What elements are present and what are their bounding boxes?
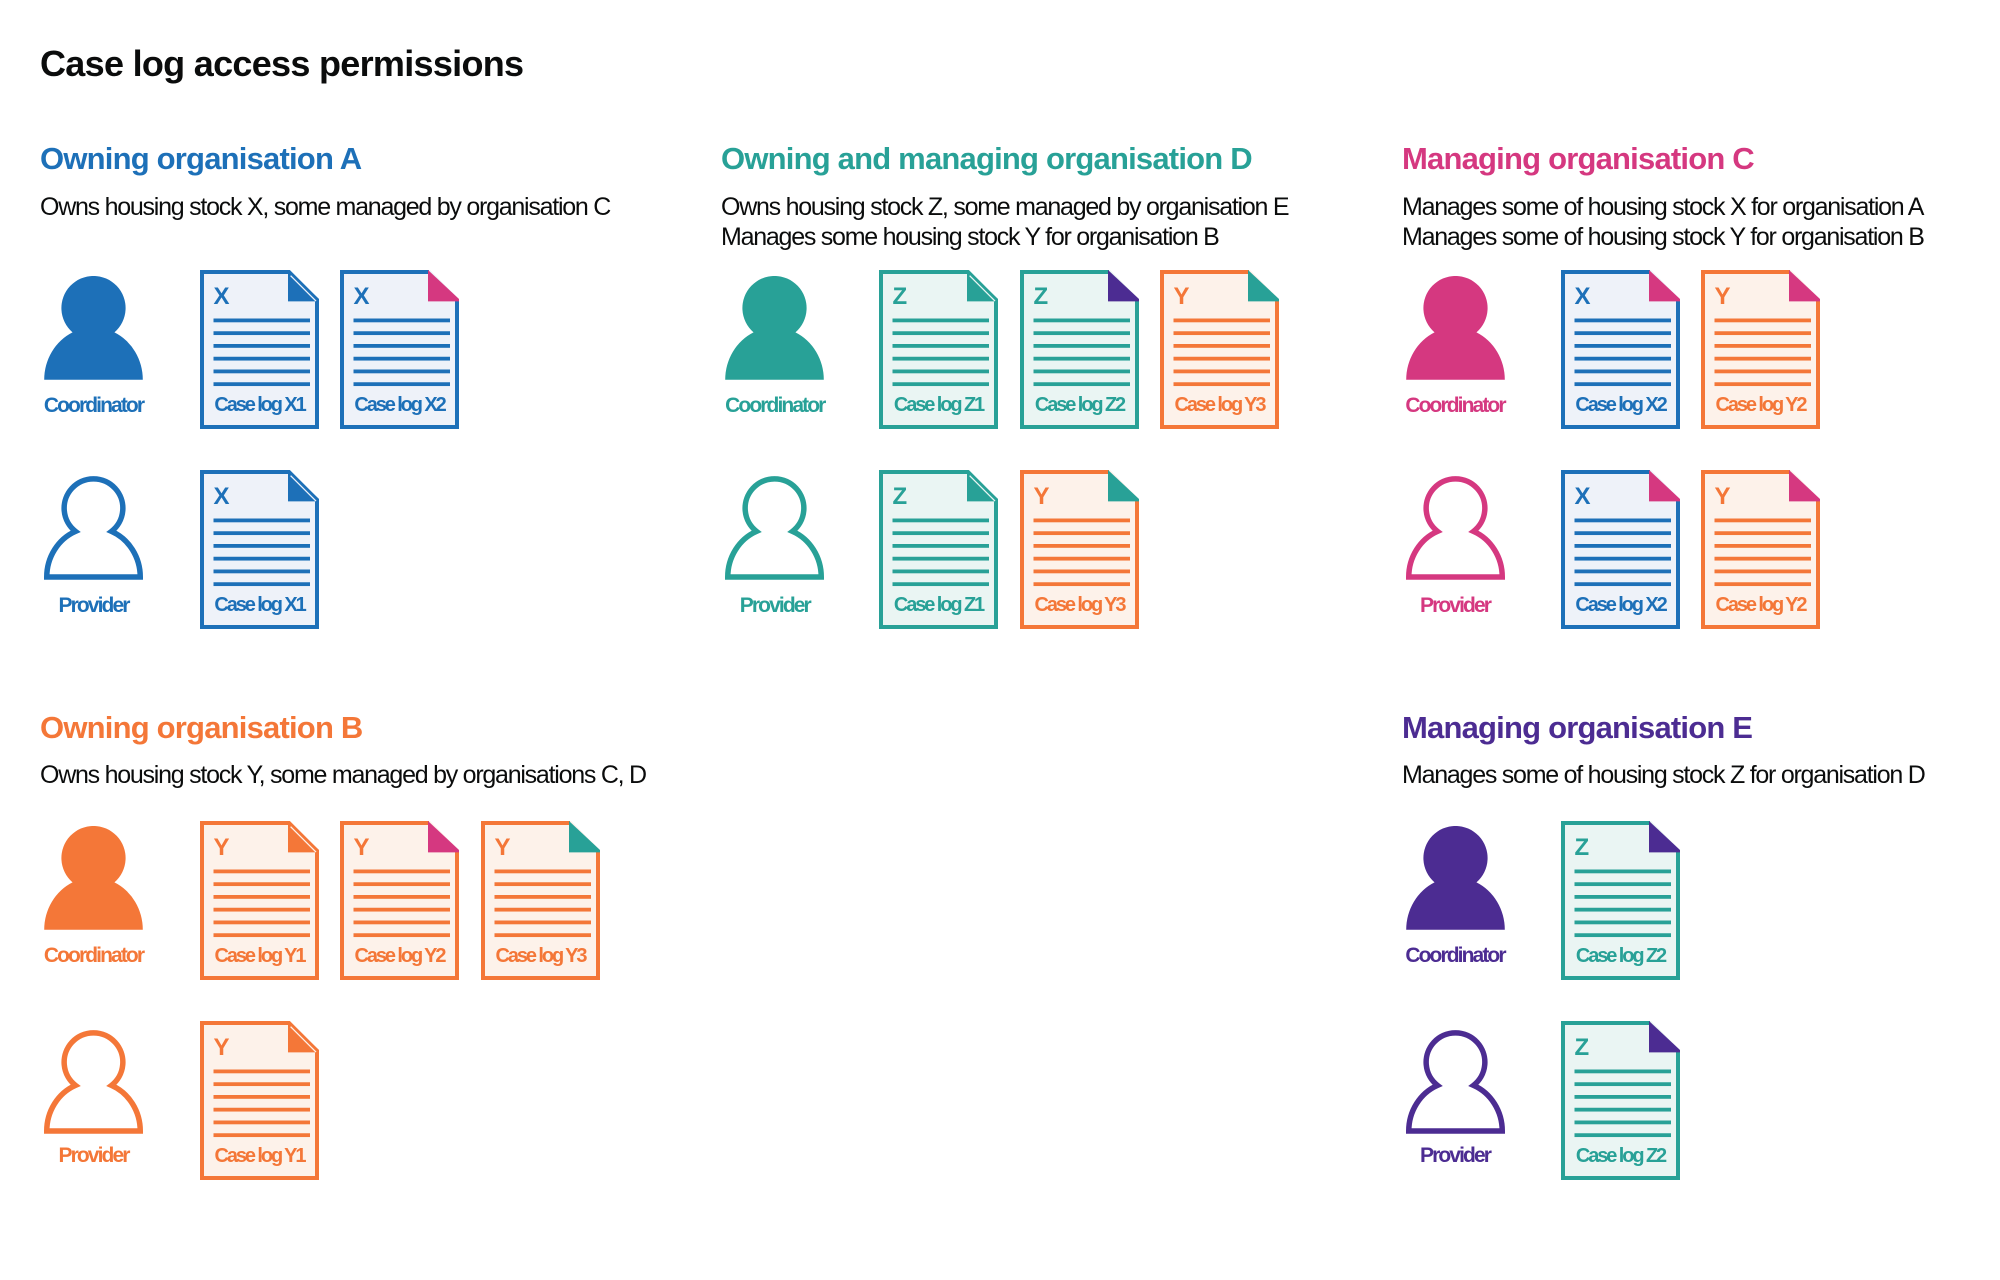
svg-text:Case log Y2: Case log Y2 <box>1716 394 1808 416</box>
svg-text:Y: Y <box>354 834 370 861</box>
svg-text:Y: Y <box>1715 283 1731 310</box>
svg-text:X: X <box>214 483 230 510</box>
svg-text:Case log Y3: Case log Y3 <box>1174 394 1266 416</box>
svg-text:Case log Y3: Case log Y3 <box>1034 594 1126 616</box>
svg-text:X: X <box>354 283 370 310</box>
svg-text:X: X <box>1575 483 1591 510</box>
svg-text:Y: Y <box>1173 283 1189 310</box>
svg-text:Case log X2: Case log X2 <box>1575 594 1667 616</box>
svg-text:Y: Y <box>1715 483 1731 510</box>
svg-text:Case log X1: Case log X1 <box>214 594 306 616</box>
svg-text:Case log Y1: Case log Y1 <box>215 1145 307 1167</box>
svg-text:Y: Y <box>214 1034 230 1061</box>
svg-text:Y: Y <box>214 834 230 861</box>
svg-text:Case log Z2: Case log Z2 <box>1576 1145 1667 1167</box>
svg-text:Z: Z <box>893 283 908 310</box>
svg-text:Z: Z <box>1033 283 1048 310</box>
svg-text:Case log Z1: Case log Z1 <box>894 594 985 616</box>
svg-text:X: X <box>214 283 230 310</box>
svg-text:Case log X2: Case log X2 <box>1575 394 1667 416</box>
svg-text:Case log X1: Case log X1 <box>214 394 306 416</box>
svg-text:Y: Y <box>494 834 510 861</box>
svg-text:X: X <box>1575 283 1591 310</box>
svg-text:Z: Z <box>1575 834 1590 861</box>
svg-text:Case log Y3: Case log Y3 <box>495 945 587 967</box>
svg-text:Z: Z <box>1575 1034 1590 1061</box>
svg-text:Case log Z1: Case log Z1 <box>894 394 985 416</box>
svg-text:Case log X2: Case log X2 <box>355 394 447 416</box>
svg-text:Case log Y1: Case log Y1 <box>215 945 307 967</box>
svg-text:Case log Z2: Case log Z2 <box>1035 394 1126 416</box>
svg-text:Case log Y2: Case log Y2 <box>355 945 447 967</box>
svg-text:Y: Y <box>1033 483 1049 510</box>
svg-text:Z: Z <box>893 483 908 510</box>
svg-text:Case log Y2: Case log Y2 <box>1716 594 1808 616</box>
svg-text:Case log Z2: Case log Z2 <box>1576 945 1667 967</box>
